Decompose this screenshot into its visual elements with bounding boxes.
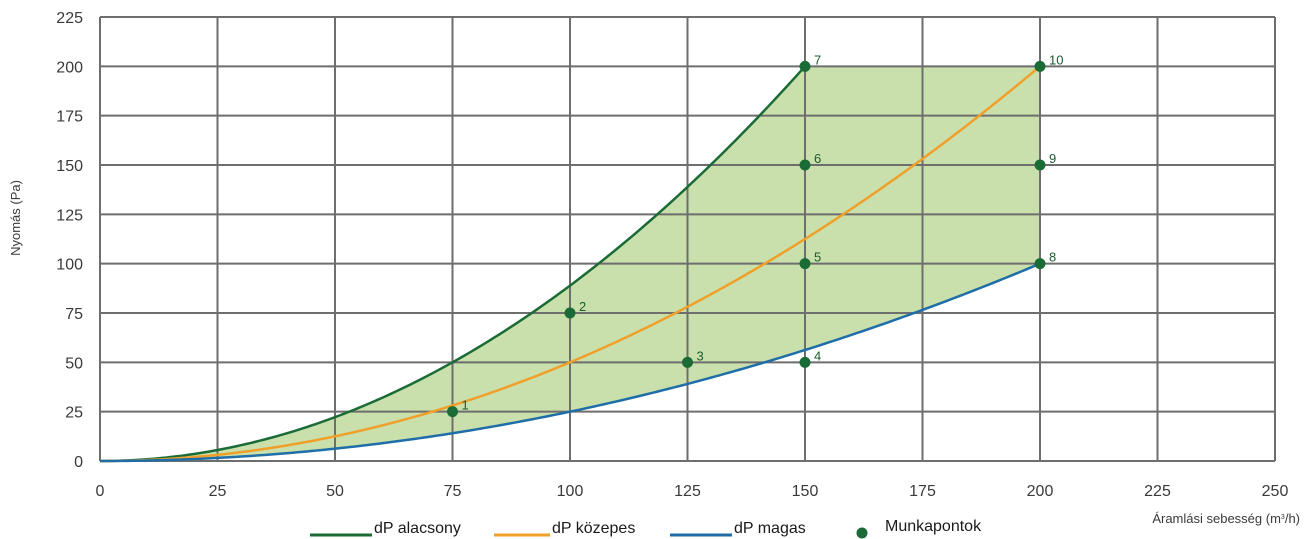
work-point	[799, 258, 811, 270]
y-tick-label: 100	[56, 257, 83, 274]
work-point-label: 5	[814, 250, 821, 265]
y-axis-title: Nyomás (Pa)	[8, 180, 23, 256]
legend-label-points: Munkapontok	[885, 518, 982, 535]
legend-label-2: dP közepes	[552, 520, 635, 537]
x-tick-label: 50	[326, 483, 344, 500]
series-line-1	[99, 65, 806, 463]
curve-layer	[99, 65, 1041, 463]
y-tick-label: 175	[56, 109, 83, 126]
y-tick-label: 225	[56, 10, 83, 27]
x-tick-label: 75	[444, 483, 462, 500]
work-point-label: 7	[814, 52, 821, 67]
work-point	[447, 406, 458, 418]
legend-point-marker	[856, 527, 868, 539]
work-point	[1034, 258, 1046, 270]
y-tick-label: 150	[56, 158, 83, 175]
tick-layer: 0 25 50 75 100 125 150 175 200 225 250025507510012…	[56, 10, 1288, 500]
x-axis-title: Áramlási sebesség (m3/h)	[1152, 511, 1300, 526]
work-point	[799, 159, 811, 171]
work-point-label: 3	[697, 348, 704, 363]
point-layer: 1 2 3 4 5 6 7 8 9 10	[447, 52, 1063, 418]
series-line-3	[100, 262, 1041, 463]
y-tick-label: 25	[65, 405, 83, 422]
work-point-label: 8	[1049, 250, 1056, 265]
x-tick-label: 150	[792, 483, 819, 500]
series-line-2	[99, 65, 1041, 463]
x-tick-label: 175	[909, 483, 936, 500]
work-point	[799, 60, 811, 72]
work-point-label: 6	[814, 151, 821, 166]
work-point	[1034, 159, 1046, 171]
x-tick-label: 250	[1262, 483, 1289, 500]
work-point-label: 10	[1049, 52, 1063, 67]
legend: dP alacsony dP közepes dP magas Munkapontok	[310, 518, 982, 539]
work-point-label: 2	[579, 299, 586, 314]
legend-label-1: dP alacsony	[374, 520, 461, 537]
y-tick-label: 0	[74, 454, 83, 471]
x-tick-label: 25	[209, 483, 227, 500]
y-tick-label: 125	[56, 207, 83, 224]
work-point	[682, 356, 693, 368]
work-point	[1034, 60, 1046, 72]
grid-layer	[99, 16, 1276, 462]
x-tick-label: 125	[674, 483, 701, 500]
x-tick-label: 0	[96, 483, 105, 500]
x-tick-label: 225	[1144, 483, 1171, 500]
work-point-label: 4	[814, 348, 821, 363]
y-tick-label: 50	[65, 355, 83, 372]
work-point	[564, 307, 576, 319]
x-tick-label: 200	[1027, 483, 1054, 500]
x-tick-label: 100	[557, 483, 584, 500]
work-point	[799, 356, 811, 368]
work-point-label: 9	[1049, 151, 1056, 166]
legend-label-3: dP magas	[734, 520, 806, 537]
y-tick-label: 200	[56, 59, 83, 76]
work-point-label: 1	[462, 398, 469, 413]
y-tick-label: 75	[65, 306, 83, 323]
